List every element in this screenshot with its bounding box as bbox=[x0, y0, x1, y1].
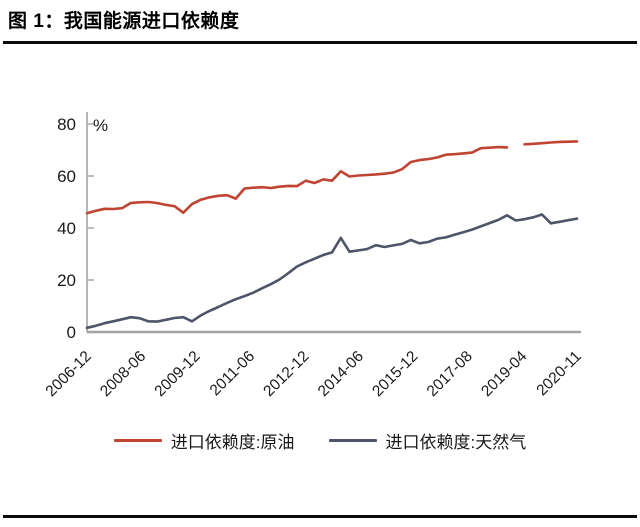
x-tick-label: 2017-08 bbox=[424, 348, 476, 400]
x-tick-label: 2020-11 bbox=[533, 348, 584, 399]
y-tick-label: 40 bbox=[57, 219, 76, 238]
figure-title: 图 1：我国能源进口依赖度 bbox=[8, 11, 240, 32]
x-tick-label: 2014-06 bbox=[315, 348, 367, 400]
x-tick-label: 2012-12 bbox=[260, 348, 312, 400]
x-tick-label: 2008-06 bbox=[97, 348, 149, 400]
y-tick-label: 80 bbox=[57, 115, 76, 134]
y-tick-label: 20 bbox=[57, 271, 76, 290]
legend-item-natural-gas: 进口依赖度:天然气 bbox=[328, 428, 527, 453]
legend-item-crude-oil: 进口依赖度:原油 bbox=[113, 428, 295, 453]
series-line-crude-oil bbox=[85, 140, 579, 215]
x-tick-label: 2009-12 bbox=[151, 348, 203, 400]
title-divider bbox=[3, 41, 637, 44]
natural-gas-legend-label: 进口依赖度:天然气 bbox=[385, 433, 527, 452]
crude-oil-line-swatch bbox=[113, 439, 162, 442]
y-axis-unit-label: % bbox=[93, 116, 108, 135]
bottom-divider bbox=[3, 515, 637, 518]
legend: 进口依赖度:原油 进口依赖度:天然气 bbox=[0, 428, 640, 453]
x-tick-label: 2011-06 bbox=[207, 348, 258, 399]
series-line-natural-gas bbox=[85, 213, 579, 330]
x-tick-label: 2006-12 bbox=[43, 348, 95, 400]
y-tick-label: 60 bbox=[57, 167, 76, 186]
natural-gas-line-swatch bbox=[328, 439, 377, 442]
x-tick-label: 2019-04 bbox=[478, 348, 531, 401]
crude-oil-legend-label: 进口依赖度:原油 bbox=[170, 433, 295, 452]
y-tick-label: 0 bbox=[67, 323, 76, 342]
x-tick-label: 2015-12 bbox=[369, 348, 421, 400]
